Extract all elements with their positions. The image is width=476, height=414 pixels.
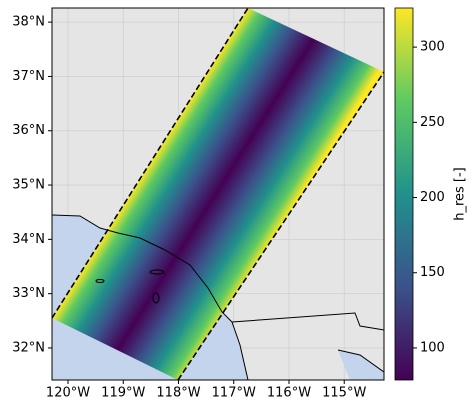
swath bbox=[52, 8, 384, 380]
y-tick-label: 38°N bbox=[12, 15, 45, 30]
x-tick-label: 120°W bbox=[46, 386, 90, 401]
colorbar-tick-label: 150 bbox=[420, 265, 445, 280]
border bbox=[231, 312, 384, 331]
map-area bbox=[52, 8, 384, 380]
x-tick-label: 116°W bbox=[267, 386, 311, 401]
colorbar-tick-label: 200 bbox=[420, 190, 445, 205]
island bbox=[95, 279, 105, 283]
gulf bbox=[338, 350, 384, 380]
colorbar-tick-label: 300 bbox=[420, 40, 445, 55]
colorbar bbox=[394, 7, 414, 381]
island bbox=[149, 269, 165, 275]
colorbar-label: h_res [-] bbox=[453, 167, 468, 221]
coastline bbox=[337, 349, 384, 373]
map-frame bbox=[51, 7, 385, 381]
island bbox=[152, 292, 160, 304]
coastline bbox=[52, 214, 249, 380]
y-tick-label: 36°N bbox=[12, 123, 45, 138]
y-tick-label: 33°N bbox=[12, 286, 45, 301]
y-tick-label: 37°N bbox=[12, 69, 45, 84]
x-tick-label: 118°W bbox=[156, 386, 200, 401]
y-tick-label: 32°N bbox=[12, 340, 45, 355]
y-tick-label: 34°N bbox=[12, 232, 45, 247]
colorbar-tick-label: 250 bbox=[420, 115, 445, 130]
x-tick-label: 115°W bbox=[322, 386, 366, 401]
y-tick-label: 35°N bbox=[12, 178, 45, 193]
swath-edge bbox=[177, 71, 384, 380]
swath-edge bbox=[52, 8, 249, 319]
x-tick-label: 119°W bbox=[101, 386, 145, 401]
x-tick-label: 117°W bbox=[212, 386, 256, 401]
colorbar-tick-label: 100 bbox=[420, 340, 445, 355]
